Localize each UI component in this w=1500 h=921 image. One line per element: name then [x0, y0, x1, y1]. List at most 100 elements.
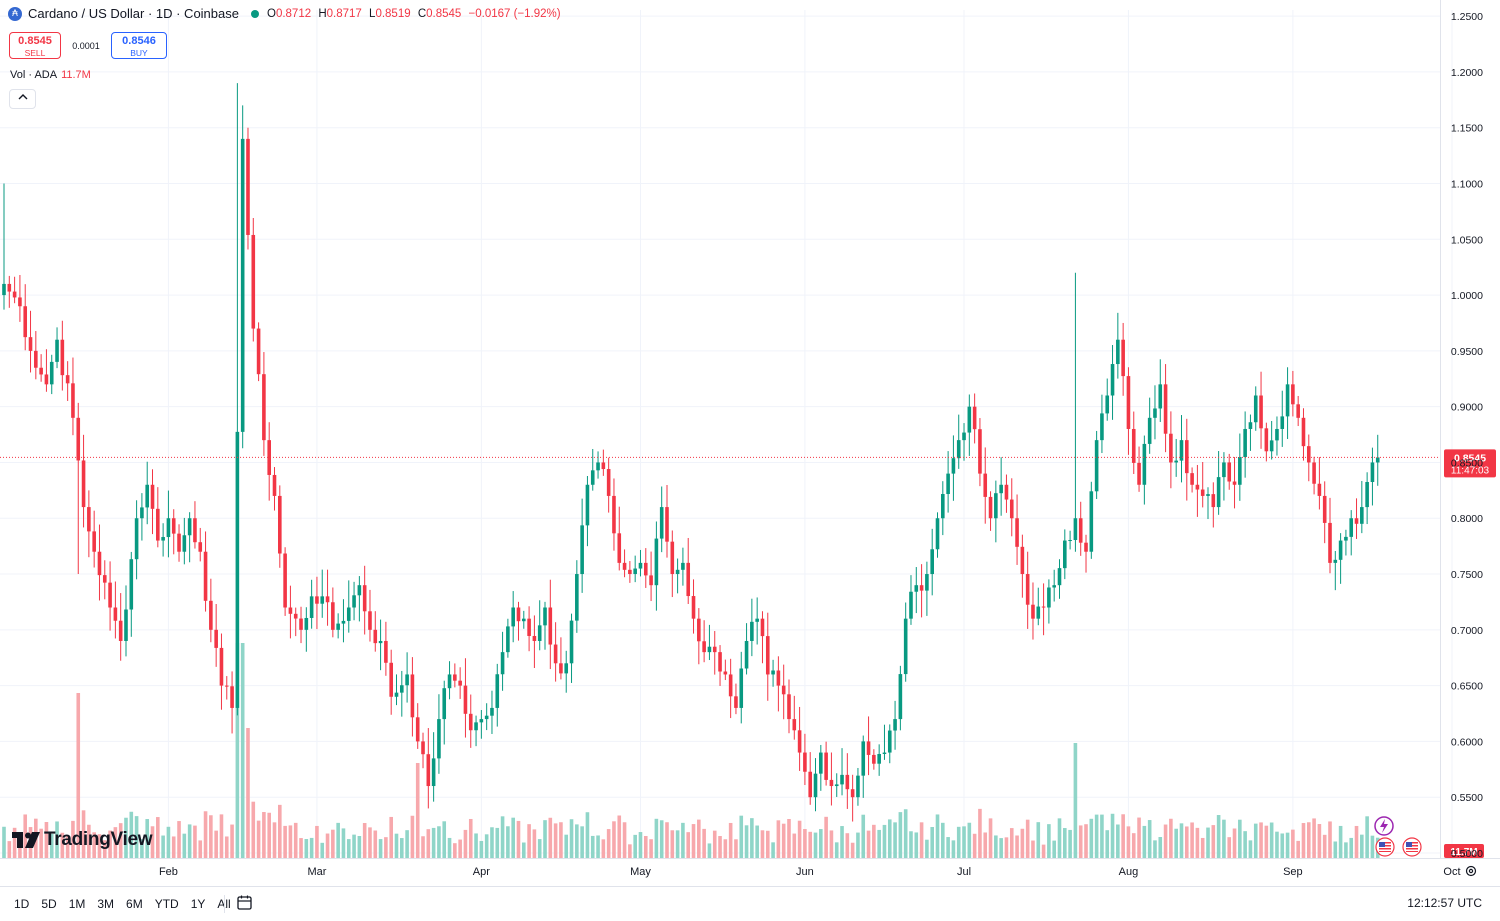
candle [352, 581, 356, 621]
candle-body [102, 575, 107, 583]
candle-body [55, 339, 59, 362]
volume-bar [346, 839, 351, 858]
candle [283, 547, 287, 616]
volume-legend[interactable]: Vol · ADA 11.7M [10, 69, 91, 81]
volume-bar [819, 829, 823, 858]
candle-body [1041, 606, 1046, 608]
y-tick-label: 0.8000 [1451, 513, 1483, 525]
candle [559, 637, 563, 680]
candle [1158, 359, 1163, 422]
candle-body [930, 549, 934, 575]
candle [564, 650, 569, 693]
calendar-goto-icon[interactable] [236, 894, 254, 912]
candle-body [108, 582, 112, 608]
volume-bar [850, 842, 855, 858]
candle [224, 676, 229, 700]
candle [240, 105, 245, 449]
candle [272, 467, 277, 511]
candle-body [1264, 428, 1269, 452]
volume-bar [765, 830, 770, 858]
range-6m-button[interactable]: 6M [126, 897, 143, 911]
candle [914, 567, 919, 614]
x-tick-label: Jun [796, 866, 814, 878]
candle-body [776, 670, 781, 686]
buy-button[interactable]: 0.8546 BUY [111, 32, 167, 59]
volume-bar [983, 832, 988, 858]
volume-bar [1301, 823, 1306, 858]
candle [97, 524, 102, 601]
candle [405, 652, 409, 703]
candle-body [447, 674, 452, 689]
candle-body [1179, 440, 1184, 461]
volume-bar [569, 819, 574, 858]
candle-body [643, 562, 648, 576]
candle [543, 601, 547, 650]
candle-body [559, 663, 563, 674]
candle-body [346, 607, 351, 621]
candle-body [468, 713, 473, 731]
candle-body [1259, 395, 1263, 429]
range-3m-button[interactable]: 3M [97, 897, 115, 911]
volume-bar [325, 833, 330, 858]
candle [129, 551, 134, 637]
us-flag-event-icon[interactable] [1375, 837, 1395, 857]
volume-bar [97, 834, 102, 858]
candle [1094, 430, 1099, 499]
volume-bar [1009, 828, 1014, 858]
candle-body [675, 569, 680, 575]
candle-body [856, 775, 860, 798]
volume-bar [1222, 819, 1226, 858]
candle [1243, 411, 1247, 478]
range-5d-button[interactable]: 5D [41, 897, 57, 911]
market-status-dot [250, 9, 259, 18]
ohlc-high-key: H [318, 7, 327, 20]
us-flag-event-icon-2[interactable] [1402, 837, 1422, 857]
volume-bar [490, 827, 494, 858]
candle [315, 576, 319, 630]
candle-body [1338, 540, 1343, 560]
candle-body [81, 460, 86, 508]
range-ytd-button[interactable]: YTD [154, 897, 179, 911]
candle-body [140, 507, 144, 519]
symbol-title[interactable]: Cardano / US Dollar · 1D · Coinbase [28, 6, 239, 21]
volume-bar [633, 834, 637, 858]
candle [134, 500, 139, 580]
candle-body [304, 617, 309, 630]
volume-bar [246, 728, 250, 858]
settings-gear-icon[interactable] [1464, 864, 1478, 878]
candle [723, 659, 728, 681]
candle [877, 744, 881, 776]
candle [1238, 433, 1242, 501]
lightning-icon[interactable] [1373, 815, 1395, 837]
ohlc-high: 0.8717 [326, 7, 362, 20]
volume-bar [453, 843, 457, 858]
sell-button[interactable]: 0.8545 SELL [9, 32, 61, 59]
utc-clock[interactable]: 12:12:57 UTC [1407, 896, 1482, 910]
y-tick-label: 0.5500 [1451, 792, 1483, 804]
candle [787, 679, 791, 734]
candle-body [1232, 481, 1237, 485]
volume-bar [1041, 844, 1046, 858]
candle [1073, 272, 1078, 552]
volume-bar [771, 842, 775, 858]
range-1m-button[interactable]: 1M [68, 897, 86, 911]
volume-bar [1158, 836, 1163, 858]
candle [1068, 530, 1072, 550]
collapse-legend-button[interactable] [9, 89, 36, 109]
candle-body [1084, 542, 1088, 552]
volume-bar [877, 829, 881, 858]
candle [850, 774, 855, 822]
volume-bar [2, 826, 6, 858]
candle [930, 528, 934, 596]
volume-bar [1036, 822, 1041, 858]
candle [1121, 322, 1125, 396]
range-1y-button[interactable]: 1Y [190, 897, 206, 911]
range-1d-button[interactable]: 1D [14, 897, 30, 911]
volume-bar [1073, 743, 1078, 858]
tradingview-logo[interactable]: TradingView [12, 829, 153, 851]
volume-legend-label: Vol · ADA [10, 69, 58, 81]
candle-body [866, 741, 871, 755]
y-tick-label: 0.7000 [1451, 625, 1483, 637]
candle [728, 658, 733, 719]
